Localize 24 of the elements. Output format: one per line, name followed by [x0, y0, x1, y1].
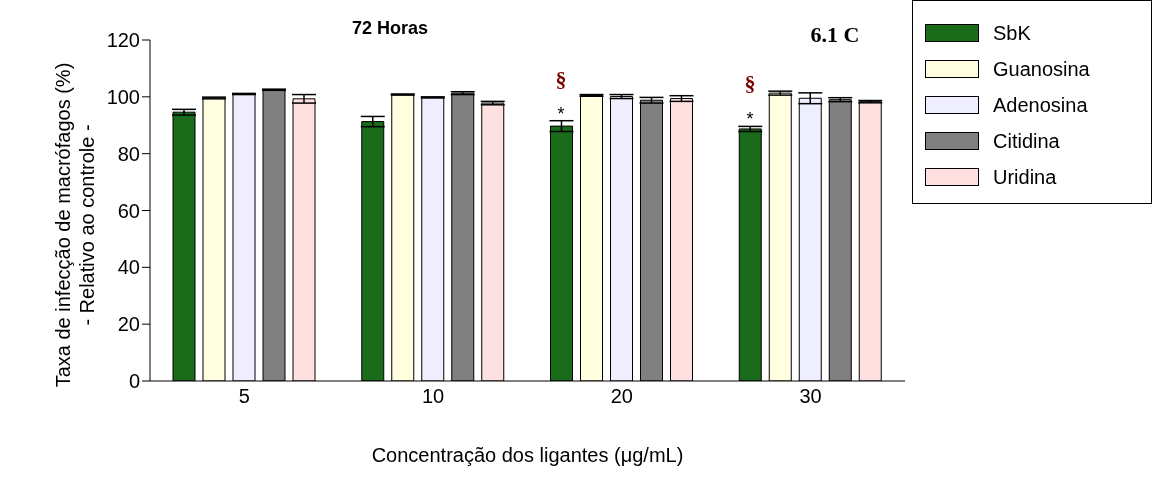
y-tick-label: 40	[117, 256, 140, 279]
annotation: *	[746, 108, 754, 130]
annotation: §	[555, 67, 567, 93]
x-axis-title: Concentração dos ligantes (μg/mL)	[370, 444, 685, 467]
annotation: *	[557, 103, 565, 125]
y-tick-label: 80	[117, 142, 140, 165]
y-tick-label: 60	[117, 199, 140, 222]
y-tick-label: 0	[128, 370, 140, 393]
x-tick-label: 5	[238, 385, 250, 408]
legend-label: Adenosina	[993, 93, 1088, 117]
y-tick-label: 120	[106, 29, 140, 52]
legend-label: Uridina	[993, 165, 1057, 189]
chart-title: 72 Horas	[350, 18, 429, 39]
legend-label: SbK	[993, 21, 1031, 45]
legend-label: Citidina	[993, 129, 1060, 153]
annotation: §	[744, 71, 756, 97]
annotation: 6.1 C	[810, 22, 860, 48]
x-tick-label: 30	[799, 385, 822, 408]
x-tick-label: 20	[610, 385, 633, 408]
y-axis-title: Taxa de infecção de macrófagos (%) - Relativo ao controle -	[51, 62, 99, 388]
y-tick-label: 100	[106, 85, 140, 108]
legend-label: Guanosina	[993, 57, 1090, 81]
y-tick-label: 20	[117, 313, 140, 336]
x-tick-label: 10	[422, 385, 445, 408]
